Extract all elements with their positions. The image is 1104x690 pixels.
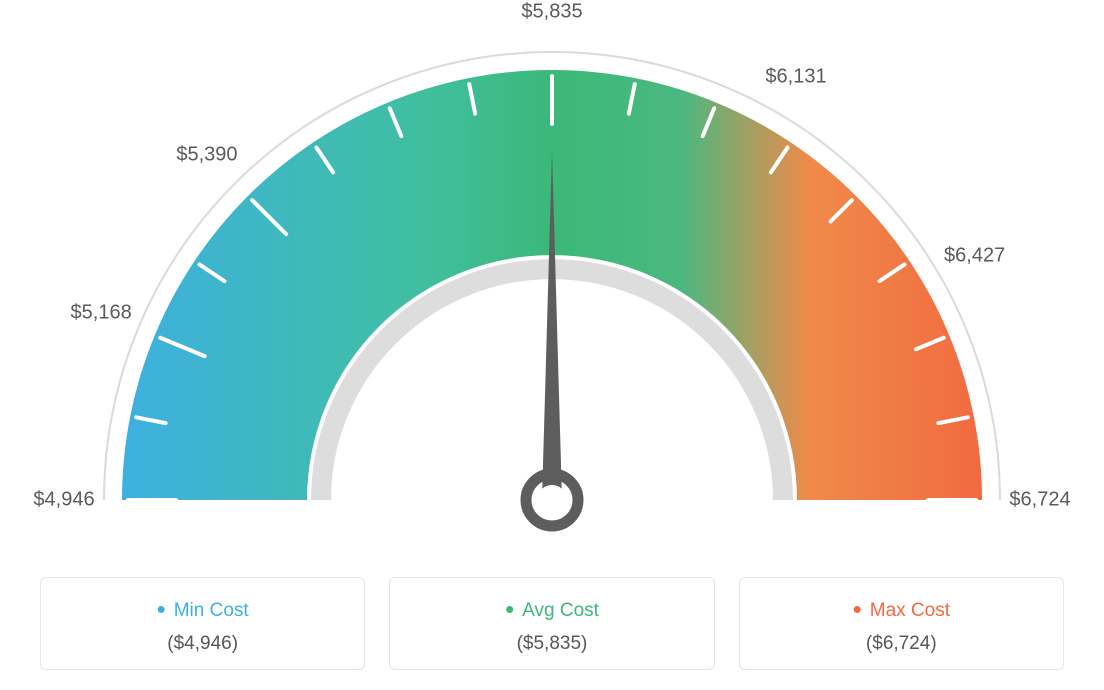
gauge-svg	[0, 0, 1104, 560]
legend-max-value: ($6,724)	[750, 633, 1053, 655]
legend-max-label: Max Cost	[750, 594, 1053, 625]
gauge-tick-label: $4,946	[33, 489, 94, 512]
legend-card-min: Min Cost ($4,946)	[40, 577, 365, 670]
legend-card-max: Max Cost ($6,724)	[739, 577, 1064, 670]
gauge-tick-label: $5,168	[71, 302, 132, 325]
legend-row: Min Cost ($4,946) Avg Cost ($5,835) Max …	[40, 577, 1064, 670]
gauge-tick-label: $6,131	[765, 66, 826, 89]
legend-min-label: Min Cost	[51, 594, 354, 625]
cost-gauge-chart: $4,946 $5,168 $5,390 $5,835 $6,131 $6,427 $6,7…	[0, 0, 1104, 690]
gauge-tick-label: $5,390	[176, 143, 237, 166]
gauge-tick-label: $6,724	[1009, 489, 1070, 512]
gauge-tick-label: $6,427	[944, 245, 1005, 268]
legend-min-value: ($4,946)	[51, 633, 354, 655]
gauge-tick-label: $5,835	[521, 1, 582, 24]
gauge-area: $4,946 $5,168 $5,390 $5,835 $6,131 $6,427 $6,7…	[0, 0, 1104, 560]
legend-avg-value: ($5,835)	[400, 633, 703, 655]
legend-avg-label: Avg Cost	[400, 594, 703, 625]
legend-card-avg: Avg Cost ($5,835)	[389, 577, 714, 670]
